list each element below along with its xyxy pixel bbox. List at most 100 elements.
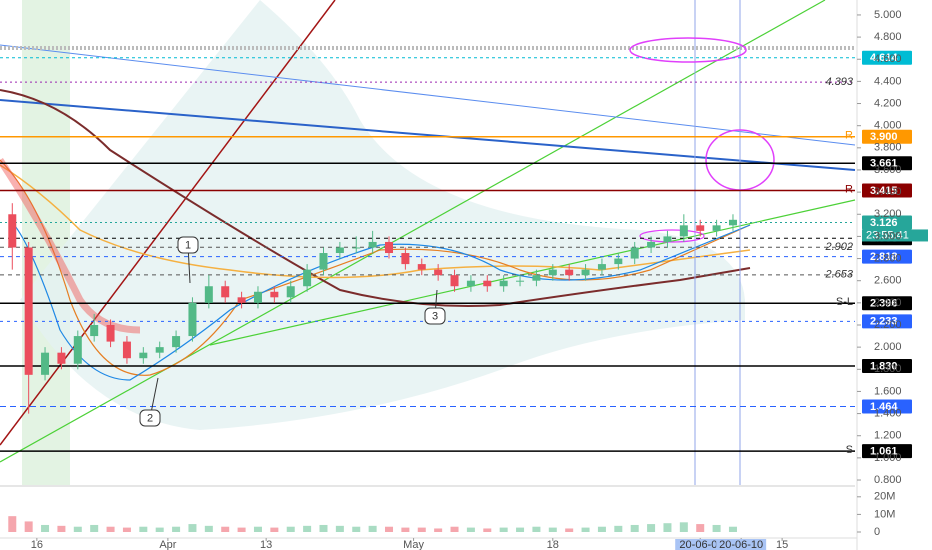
volume-bar [401,527,410,532]
level-label: 2.233 [870,316,898,328]
volume-bar [516,527,525,532]
volume-bar [696,524,705,532]
candle-body [532,275,541,281]
volume-bar [237,527,246,532]
volume-bar [352,526,361,532]
level-label: 3.415 [870,185,898,197]
level-box [862,183,912,198]
candle-body [352,247,361,249]
level-box [862,215,912,230]
candle-body [581,269,590,276]
y-tick-label: 1.400 [874,407,902,419]
trend-line [0,44,856,146]
level-box [862,296,912,311]
y-tick-label: 3.400 [874,186,902,198]
candle-body [630,247,639,259]
level-box [862,156,912,171]
candle-body [401,253,410,265]
volume-bar [581,527,590,532]
candle-body [122,341,131,359]
level-tag: R [845,130,853,142]
candle-body [319,253,328,270]
level-label: 3.126 [870,217,898,229]
y-tick-label: 2.600 [874,275,902,287]
volume-bar [663,523,672,532]
volume-bar [499,527,508,532]
level-label: 3.661 [870,158,898,170]
candle-body [237,297,246,303]
volume-bar [532,526,541,532]
y-tick-label: 3.600 [874,164,902,176]
candle-body [188,302,197,337]
candle-body [614,258,623,265]
volume-bar [630,524,639,532]
countdown: 23:55:41 [866,229,909,241]
callout-label: 3 [432,310,438,322]
candle-body [385,241,394,254]
volume-bar [90,524,99,532]
y-tick-label: 2.800 [874,252,902,264]
candle-body [73,336,82,364]
candle-body [696,225,705,231]
volume-tick-label: 10M [874,508,895,520]
callout-box [424,307,446,325]
volume-bar [303,525,312,532]
volume-bar [597,526,606,532]
volume-bar [122,527,131,532]
x-tick-label: May [403,539,424,550]
callout-label: 2 [147,412,153,424]
level-label: 1.061 [870,446,898,458]
candle-body [303,269,312,287]
candle-body [172,336,181,348]
volume-bar [188,524,197,532]
candle-body [368,241,377,248]
candle-body [270,291,279,298]
level-tag: R [845,183,853,195]
x-tick-label: 20-06-0( [679,539,721,550]
volume-tick-label: 20M [874,491,895,503]
volume-bar [253,526,262,532]
volume-bar [335,525,344,532]
level-box [862,249,912,264]
y-tick-label: 1.600 [874,385,902,397]
x-tick-label: 15 [776,539,788,550]
trend-line [209,199,856,346]
candle-body [139,352,148,359]
level-box [862,129,912,144]
volume-bar [286,526,295,532]
candle-body [483,280,492,287]
countdown-box [862,229,928,242]
candle-body [499,280,508,287]
marks: 4.6144.3933.900R3.6613.415R3.1262.9832.9… [0,50,928,532]
y-tick-label: 2.400 [874,297,902,309]
volume-bar [24,521,33,532]
candle-body [106,324,115,342]
volume-bar [8,516,17,532]
volume-bar [204,525,213,532]
candle-body [286,286,295,298]
y-tick-label: 2.000 [874,341,902,353]
level-label: 3.900 [870,131,898,143]
volume-bar [368,525,377,532]
volume-bar [483,528,492,532]
volume-bar [565,528,574,532]
volume-bar [270,527,279,532]
volume-bar [172,526,181,532]
volume-bar [57,525,66,532]
level-tag: S-L [836,296,853,308]
y-tick-label: 3.000 [874,230,902,242]
x-tick-label: 13 [260,539,272,550]
volume-bar [319,524,328,532]
candle-body [712,225,721,231]
volume-bar [647,524,656,532]
volume-bar [155,527,164,532]
y-tick-label: 4.600 [874,53,902,65]
level-label: 2.818 [870,251,898,263]
trend-line [0,0,336,446]
candle-body [335,247,344,254]
volume-bar [221,526,230,532]
level-box [862,399,912,414]
volume-bar [712,524,721,532]
volume-bar [434,528,443,532]
x-tick-highlight [675,539,726,550]
